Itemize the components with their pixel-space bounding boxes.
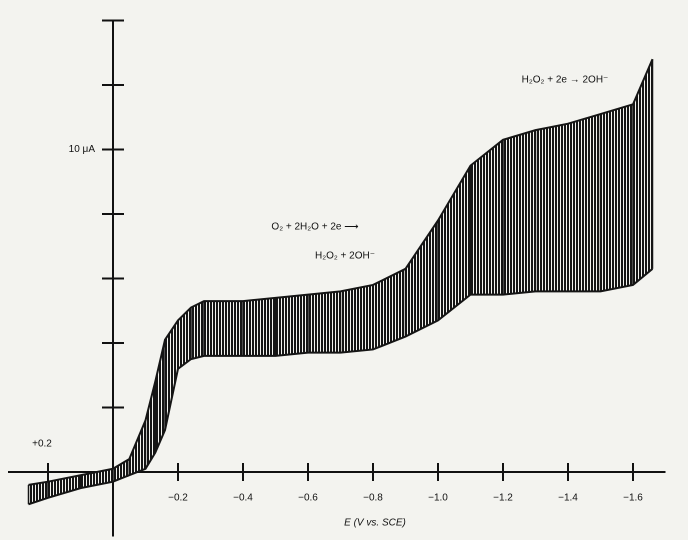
x-tick-label: +0.2 [32,439,52,450]
x-tick-label: −0.4 [233,493,253,504]
x-axis-label: E (V vs. SCE) [344,518,406,529]
annotation: H₂O₂ + 2OH⁻ [315,251,375,262]
annotation: H₂O₂ + 2e → 2OH⁻ [522,75,609,86]
x-tick-label: −1.4 [558,493,578,504]
x-tick-label: −1.2 [493,493,513,504]
x-tick-label: −1.6 [623,493,643,504]
x-tick-label: −0.2 [168,493,188,504]
x-tick-label: −1.0 [428,493,448,504]
x-tick-label: −0.8 [363,493,383,504]
current-band [28,59,653,505]
x-tick-label: −0.6 [298,493,318,504]
annotation: O₂ + 2H₂O + 2e ⟶ [271,222,358,233]
y-tick-label: 10 μA [69,144,96,155]
